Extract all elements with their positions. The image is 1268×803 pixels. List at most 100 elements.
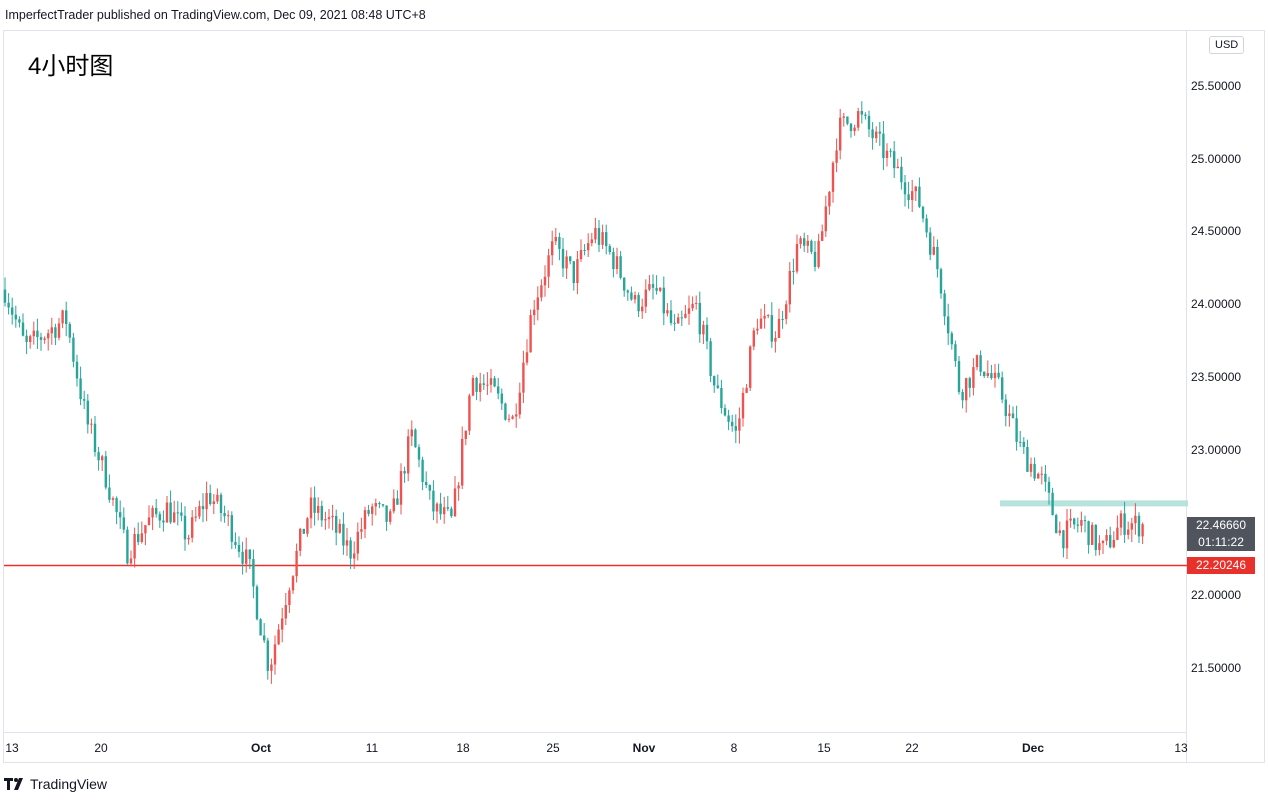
candle-up [522, 362, 525, 393]
candle-down [25, 335, 28, 343]
candle-up [284, 605, 287, 619]
candle-up [795, 243, 799, 272]
candle-down [367, 510, 370, 514]
candle-down [1087, 521, 1090, 545]
candle-up [565, 256, 568, 269]
candle-down [770, 315, 773, 342]
candle-down [612, 252, 615, 270]
candle-down [882, 133, 885, 159]
price-tick-label: 25.50000 [1191, 79, 1242, 93]
candle-down [1137, 515, 1141, 537]
candle-down [414, 429, 417, 448]
price-tick-label: 23.00000 [1191, 442, 1242, 457]
candle-down [810, 240, 813, 252]
candle-up [590, 239, 593, 244]
candle-up [356, 531, 359, 554]
currency-button[interactable]: USD [1209, 36, 1245, 54]
resistance-zone [1000, 500, 1188, 507]
candle-down [709, 341, 712, 377]
candle-up [842, 116, 845, 118]
candle-down [1026, 446, 1029, 472]
current-price-value: 22.46660 [1195, 518, 1247, 532]
candle-up [461, 438, 464, 486]
candle-up [309, 497, 313, 519]
candle-down [947, 316, 950, 334]
candle-up [57, 323, 61, 338]
candle-up [579, 250, 583, 260]
candle-down [871, 129, 874, 139]
candle-up [702, 324, 705, 335]
time-axis[interactable] [3, 733, 1187, 763]
candle-down [219, 494, 223, 514]
candle-down [605, 232, 608, 247]
candle-down [1076, 524, 1079, 526]
candle-down [1123, 513, 1126, 535]
candle-up [245, 549, 248, 564]
price-axis[interactable] [1187, 30, 1265, 763]
candle-up [288, 590, 291, 606]
candle-down [781, 318, 784, 320]
candle-up [648, 284, 651, 290]
candle-up [101, 456, 104, 461]
time-tick-label: Dec [1021, 741, 1045, 755]
candle-up [1141, 524, 1144, 537]
candle-up [144, 525, 147, 534]
candle-down [75, 361, 79, 379]
candle-up [371, 506, 374, 514]
candle-down [1062, 530, 1065, 549]
candle-down [561, 248, 565, 269]
candle-down [14, 314, 17, 320]
bar-countdown: 01:11:22 [1198, 535, 1244, 549]
candle-down [558, 236, 561, 249]
candle-down [115, 498, 118, 513]
time-tick-label: 18 [456, 741, 470, 755]
tradingview-brand[interactable]: TradingView [4, 776, 107, 792]
candle-up [61, 310, 64, 324]
candle-down [727, 415, 730, 422]
candle-up [554, 236, 557, 242]
candle-down [108, 487, 111, 500]
price-tick-label: 22.00000 [1191, 588, 1242, 602]
candle-down [320, 505, 323, 521]
candle-up [1101, 540, 1105, 544]
candle-down [259, 619, 262, 636]
candle-up [165, 502, 169, 523]
candle-down [68, 324, 71, 338]
candle-up [1040, 473, 1043, 475]
time-tick-label: 20 [94, 741, 108, 755]
candle-down [968, 378, 971, 388]
candle-up [817, 240, 820, 267]
candle-up [853, 127, 856, 131]
candle-down [990, 373, 993, 379]
time-tick-label: 11 [365, 741, 379, 755]
candle-up [338, 523, 341, 533]
chart-pane[interactable] [3, 30, 1187, 733]
candle-down [497, 386, 500, 394]
candle-up [594, 227, 597, 240]
candle-up [641, 306, 644, 312]
candle-down [475, 377, 478, 392]
candle-up [515, 414, 518, 417]
candle-up [147, 517, 151, 526]
candle-up [129, 558, 133, 564]
candle-down [680, 317, 683, 319]
candle-down [3, 289, 7, 303]
candle-down [1055, 515, 1058, 534]
candle-up [828, 191, 831, 207]
candle-up [529, 315, 532, 353]
candle-down [137, 534, 140, 543]
time-tick-label: 13 [1174, 741, 1188, 755]
candle-down [86, 400, 89, 425]
candle-down [860, 111, 863, 115]
candle-up [273, 644, 277, 665]
candle-down [936, 246, 939, 270]
candle-up [777, 318, 781, 338]
candle-up [788, 270, 791, 305]
candle-up [659, 287, 662, 291]
candle-up [633, 295, 637, 300]
candle-up [666, 310, 669, 314]
candle-up [1105, 535, 1108, 541]
candle-down [572, 261, 575, 284]
candle-down [792, 270, 795, 272]
candle-down [425, 482, 428, 486]
